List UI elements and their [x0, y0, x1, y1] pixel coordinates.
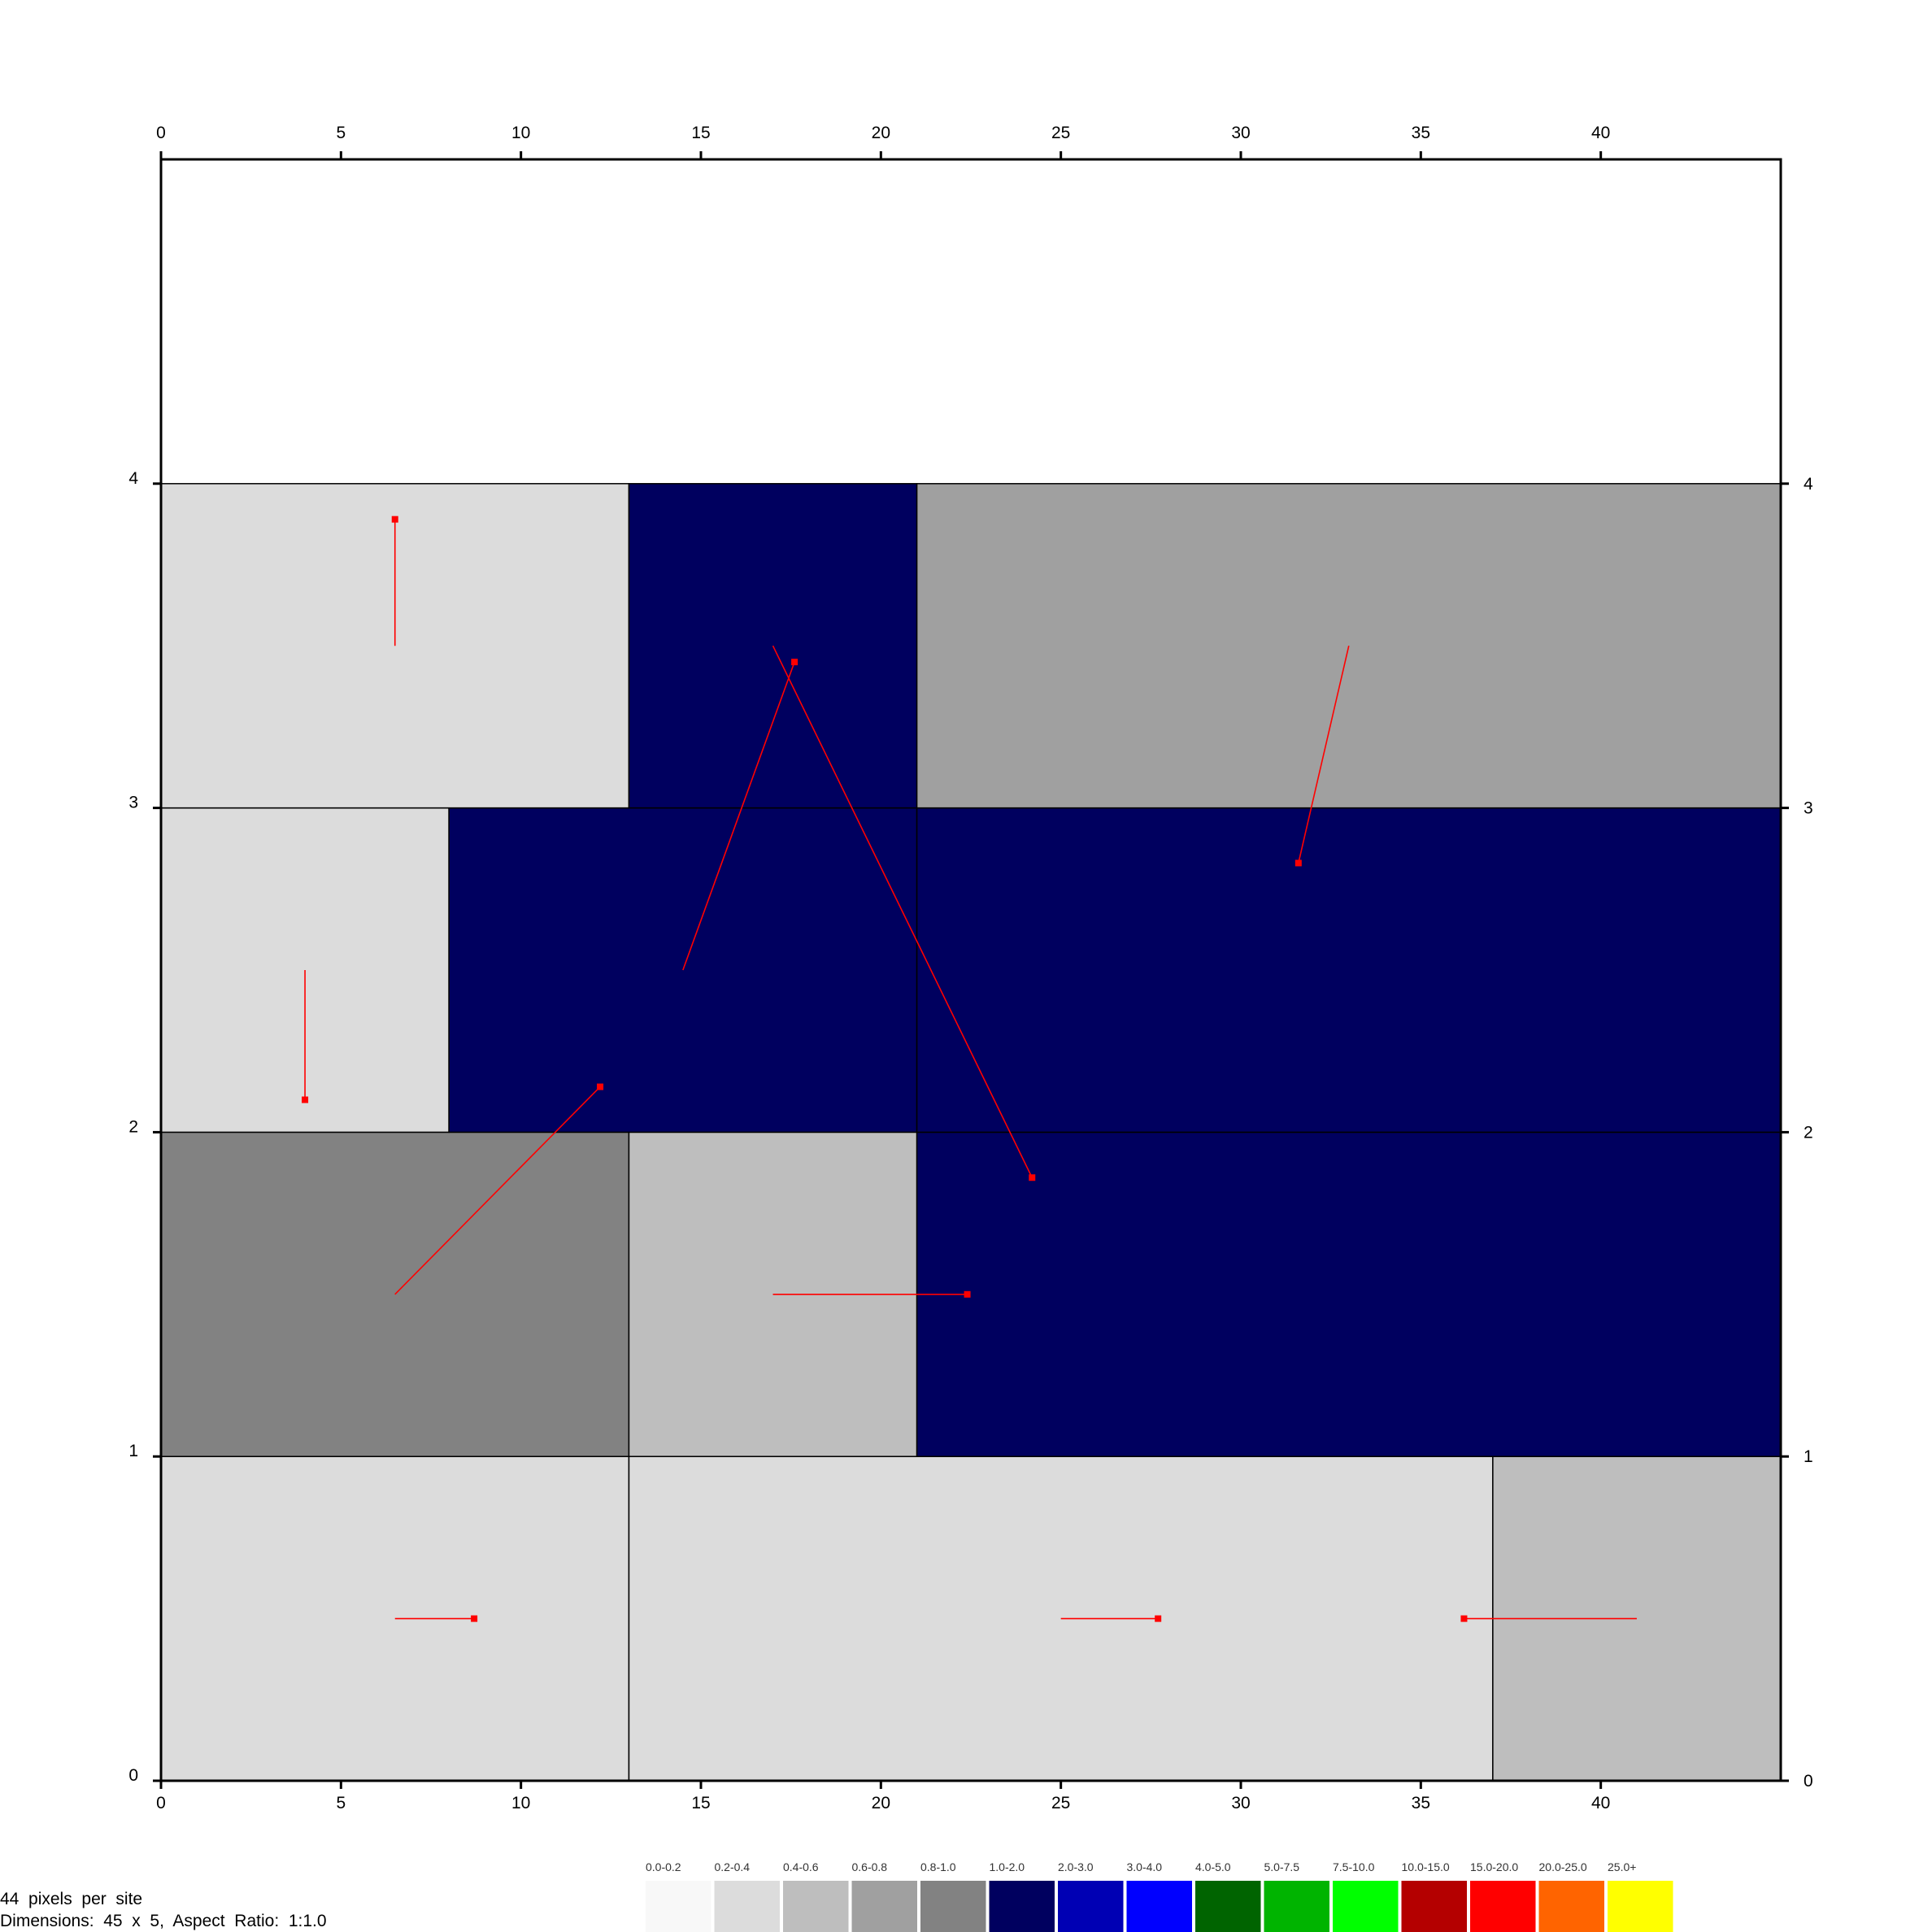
vector-line-9	[772, 645, 1033, 1178]
vector-line-6	[682, 661, 795, 971]
x-tick-label-bottom-40: 40	[1591, 1794, 1610, 1812]
color-legend: 0.0-0.2 0.2-0.4 0.4-0.6 0.6-0.8 0.8-1.0 1.0-2…	[646, 1860, 1673, 1932]
x-tick-label-bottom-5: 5	[336, 1794, 346, 1812]
x-tick-label-bottom-20: 20	[872, 1794, 890, 1812]
vector-head-0	[471, 1615, 478, 1622]
legend-label-6: 2.0-3.0	[1058, 1860, 1094, 1873]
legend-label-7: 3.0-4.0	[1127, 1860, 1163, 1873]
legend-swatch-2	[783, 1881, 849, 1932]
legend-swatch-12	[1470, 1881, 1536, 1932]
x-tick-label-bottom-0: 0	[156, 1794, 166, 1812]
legend-swatch-10	[1333, 1881, 1399, 1932]
vector-head-6	[791, 659, 798, 666]
x-tick-label-bottom-25: 25	[1051, 1794, 1070, 1812]
vector-head-8	[391, 516, 398, 523]
legend-label-12: 15.0-20.0	[1470, 1860, 1518, 1873]
vector-head-2	[1460, 1615, 1468, 1622]
heatmap-cell-10	[628, 483, 918, 809]
y-tick-label-left-4: 4	[128, 469, 138, 488]
heatmap-cell-8	[916, 807, 1782, 1134]
legend-label-8: 4.0-5.0	[1195, 1860, 1231, 1873]
heatmap-cell-5	[916, 1131, 1782, 1457]
legend-label-14: 25.0+	[1608, 1860, 1636, 1873]
legend-swatch-1	[714, 1881, 780, 1932]
legend-label-0: 0.0-0.2	[646, 1860, 681, 1873]
vector-head-9	[1029, 1174, 1036, 1181]
x-tick-label-bottom-10: 10	[511, 1794, 530, 1812]
y-tick-label-right-4: 4	[1804, 475, 1813, 494]
x-tick-label-top-10: 10	[511, 124, 530, 142]
legend-label-4: 0.8-1.0	[920, 1860, 956, 1873]
y-tick-label-left-2: 2	[128, 1117, 138, 1136]
y-tick-label-right-3: 3	[1804, 799, 1813, 818]
legend-swatch-7	[1126, 1881, 1192, 1932]
legend-label-10: 7.5-10.0	[1333, 1860, 1375, 1873]
x-tick-label-top-20: 20	[872, 124, 890, 142]
legend-swatch-13	[1538, 1881, 1604, 1932]
x-tick-label-bottom-35: 35	[1412, 1794, 1430, 1812]
vector-head-7	[1295, 859, 1302, 867]
y-tick-label-right-1: 1	[1804, 1447, 1813, 1466]
vector-arrows	[302, 516, 1637, 1622]
info-panel: 44 pixels per site Dimensions: 45 x 5, As…	[0, 1888, 327, 1932]
x-tick-label-top-0: 0	[156, 124, 166, 142]
x-tick-label-top-25: 25	[1051, 124, 1070, 142]
vector-head-4	[964, 1290, 971, 1298]
x-tick-label-bottom-30: 30	[1231, 1794, 1250, 1812]
dimensions-text: Dimensions: 45 x 5, Aspect Ratio: 1:1.0	[0, 1912, 327, 1930]
legend-swatch-9	[1264, 1881, 1329, 1932]
legend-label-9: 5.0-7.5	[1264, 1860, 1300, 1873]
vector-line-7	[1298, 646, 1350, 864]
legend-swatch-6	[1058, 1881, 1124, 1932]
legend-swatch-0	[646, 1881, 711, 1932]
y-tick-label-right-2: 2	[1804, 1123, 1813, 1142]
vector-head-3	[597, 1083, 604, 1090]
y-tick-label-left-0: 0	[128, 1766, 138, 1785]
x-tick-label-bottom-15: 15	[691, 1794, 710, 1812]
y-tick-label-left-3: 3	[128, 794, 138, 812]
legend-label-11: 10.0-15.0	[1402, 1860, 1450, 1873]
x-tick-label-top-35: 35	[1412, 124, 1430, 142]
x-tick-label-top-30: 30	[1231, 124, 1250, 142]
legend-label-13: 20.0-25.0	[1539, 1860, 1587, 1873]
legend-swatch-14	[1608, 1881, 1673, 1932]
y-tick-label-right-0: 0	[1804, 1772, 1813, 1791]
heatmap-cell-11	[916, 483, 1782, 809]
legend-label-5: 1.0-2.0	[990, 1860, 1025, 1873]
y-tick-label-left-1: 1	[128, 1442, 138, 1460]
vector-head-1	[1155, 1615, 1162, 1622]
x-tick-label-top-15: 15	[691, 124, 710, 142]
x-tick-label-top-40: 40	[1591, 124, 1610, 142]
vector-line-3	[394, 1086, 601, 1295]
plot-frame	[159, 158, 1782, 1782]
legend-label-2: 0.4-0.6	[783, 1860, 819, 1873]
plot-border	[159, 158, 1782, 1782]
x-tick-label-top-5: 5	[336, 124, 346, 142]
vector-head-5	[302, 1096, 309, 1103]
legend-label-3: 0.6-0.8	[852, 1860, 888, 1873]
legend-swatch-4	[920, 1881, 986, 1932]
legend-swatch-11	[1401, 1881, 1467, 1932]
legend-swatch-8	[1195, 1881, 1261, 1932]
heatmap-cells	[160, 483, 1782, 1782]
pixels-per-site-text: 44 pixels per site	[0, 1890, 143, 1908]
legend-label-1: 0.2-0.4	[715, 1860, 751, 1873]
legend-swatch-3	[851, 1881, 917, 1932]
legend-swatch-5	[989, 1881, 1055, 1932]
